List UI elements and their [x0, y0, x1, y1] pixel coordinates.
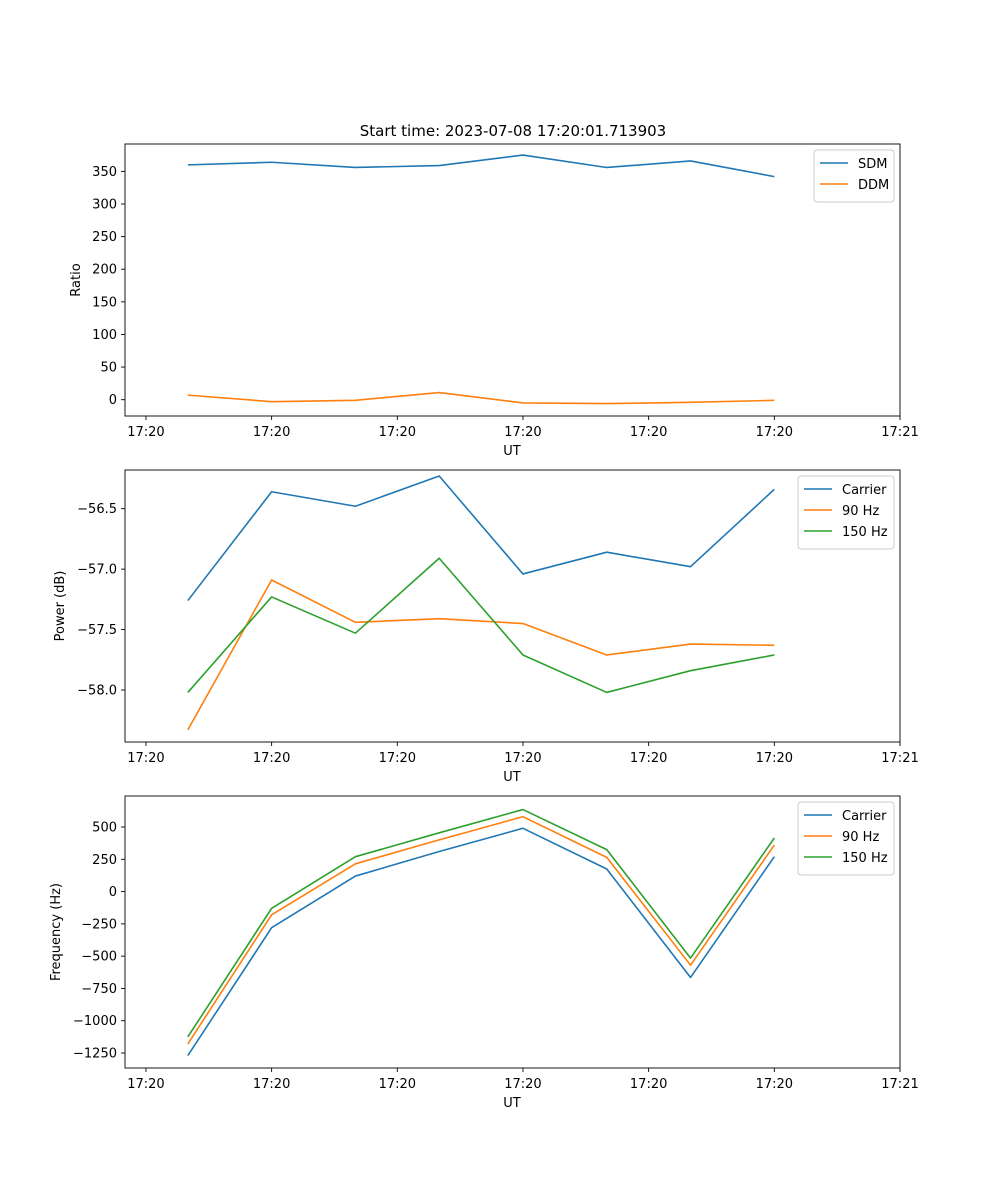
y-tick-label: 150 — [92, 295, 117, 310]
legend-label: Carrier — [842, 809, 887, 824]
y-tick-label: 300 — [92, 198, 117, 213]
x-tick-label: 17:20 — [504, 751, 541, 766]
plots: 0 50 100 150 200 250 300 350 17:20 17:20 17:20 17:2… — [49, 143, 919, 1111]
chart-panel-2: −58.0 −57.5 −57.0 −56.5 17:20 17:20 17:20 17:20… — [53, 469, 919, 785]
chart-panel-1: 0 50 100 150 200 250 300 350 17:20 17:20 17:20 17:2… — [69, 143, 919, 459]
y-tick-label: −57.5 — [77, 623, 117, 638]
x-tick-label: 17:20 — [504, 425, 541, 440]
y-tick-label: 0 — [109, 393, 117, 408]
y-axis-label: Frequency (Hz) — [49, 883, 64, 981]
legend-label: Carrier — [842, 483, 887, 498]
x-tick-label: 17:20 — [379, 1077, 416, 1092]
y-axis-label: Ratio — [69, 263, 84, 296]
series-line-carrier — [187, 475, 775, 602]
series-line-90-hz — [187, 579, 775, 731]
y-tick-label: 350 — [92, 165, 117, 180]
series-line-90-hz — [187, 815, 775, 1045]
legend: Carrier 90 Hz 150 Hz — [797, 801, 895, 876]
legend-label: DDM — [858, 178, 889, 193]
y-tick-label: −500 — [81, 950, 117, 965]
y-tick-label: −1250 — [73, 1047, 117, 1062]
legend-label: 150 Hz — [842, 851, 888, 866]
figure-title: Start time: 2023-07-08 17:20:01.713903 — [360, 122, 666, 140]
legend-label: 90 Hz — [842, 830, 879, 845]
x-axis-label: UT — [503, 444, 521, 459]
y-tick-label: 50 — [100, 361, 117, 376]
x-tick-label: 17:20 — [630, 751, 667, 766]
y-tick-label: 250 — [92, 230, 117, 245]
y-tick-label: −57.0 — [77, 563, 117, 578]
series-line-sdm — [187, 154, 775, 178]
x-tick-label: 17:20 — [756, 751, 793, 766]
series-line-ddm — [187, 391, 775, 405]
y-axis-label: Power (dB) — [53, 571, 68, 642]
y-tick-label: 250 — [92, 853, 117, 868]
x-tick-label: 17:20 — [127, 1077, 164, 1092]
series-line-carrier — [187, 827, 775, 1057]
x-tick-label: 17:21 — [881, 425, 918, 440]
y-tick-label: 200 — [92, 263, 117, 278]
chart-panel-3: −1250 −1000 −750 −500 −250 0 250 500 17:20 17:20 1… — [49, 795, 919, 1111]
y-tick-label: 100 — [92, 328, 117, 343]
x-tick-label: 17:20 — [379, 751, 416, 766]
y-tick-label: −56.5 — [77, 502, 117, 517]
x-tick-label: 17:21 — [881, 1077, 918, 1092]
series-line-150-hz — [187, 808, 775, 1038]
legend: Carrier 90 Hz 150 Hz — [797, 475, 895, 550]
x-tick-label: 17:20 — [630, 425, 667, 440]
x-tick-label: 17:20 — [379, 425, 416, 440]
legend-label: SDM — [858, 157, 887, 172]
y-tick-label: 500 — [92, 820, 117, 835]
series-line-150-hz — [187, 557, 775, 694]
x-tick-label: 17:20 — [504, 1077, 541, 1092]
x-tick-label: 17:20 — [253, 1077, 290, 1092]
x-tick-label: 17:20 — [756, 425, 793, 440]
axes-frame — [124, 143, 901, 417]
legend: SDM DDM — [813, 149, 895, 203]
x-tick-label: 17:21 — [881, 751, 918, 766]
x-tick-label: 17:20 — [253, 425, 290, 440]
y-tick-label: −750 — [81, 982, 117, 997]
axes-frame — [124, 469, 901, 743]
y-tick-label: −1000 — [73, 1014, 117, 1029]
x-tick-label: 17:20 — [630, 1077, 667, 1092]
axes-frame — [124, 795, 901, 1069]
y-tick-label: −250 — [81, 917, 117, 932]
legend-label: 90 Hz — [842, 504, 879, 519]
x-tick-label: 17:20 — [253, 751, 290, 766]
x-tick-label: 17:20 — [756, 1077, 793, 1092]
y-tick-label: −58.0 — [77, 684, 117, 699]
x-axis-label: UT — [503, 770, 521, 785]
legend-label: 150 Hz — [842, 525, 888, 540]
x-tick-label: 17:20 — [127, 751, 164, 766]
x-axis-label: UT — [503, 1096, 521, 1111]
x-tick-label: 17:20 — [127, 425, 164, 440]
y-tick-label: 0 — [109, 885, 117, 900]
